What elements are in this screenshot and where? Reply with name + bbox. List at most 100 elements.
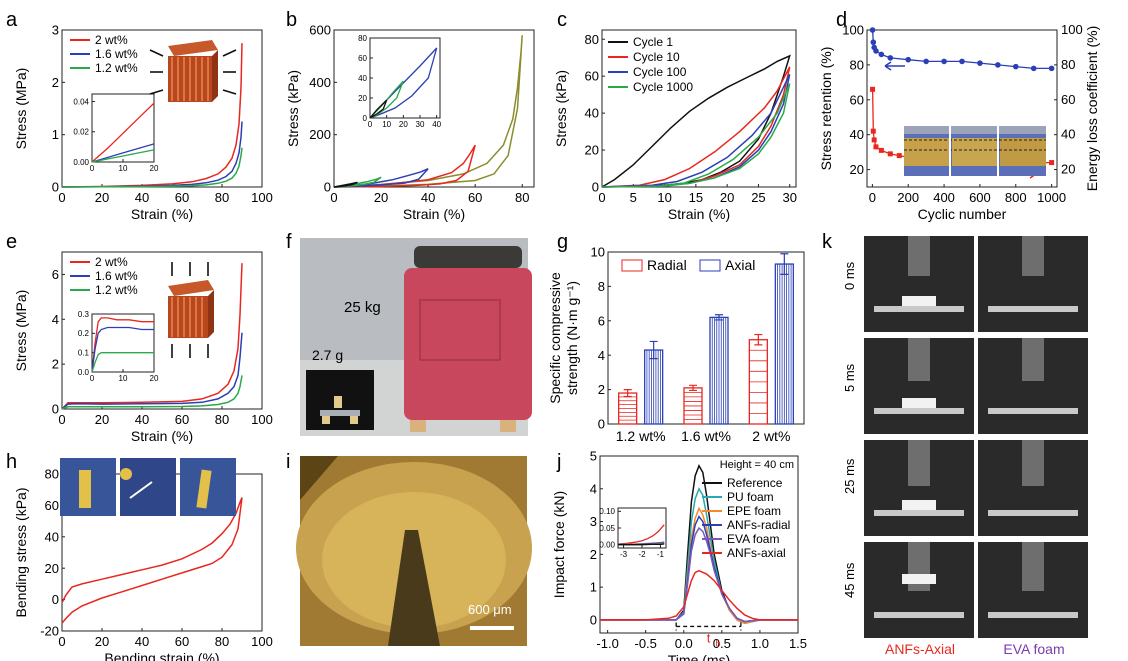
column-label-anfs: ANFs-Axial xyxy=(885,641,955,657)
panel-letter-i: i xyxy=(286,451,290,473)
d-x-tick-label: 400 xyxy=(933,190,955,205)
d-series-0-point xyxy=(869,27,876,33)
h-x-tick-label: 80 xyxy=(215,634,229,649)
a-inset-series-2-line xyxy=(91,149,155,163)
c-y-tick-label: 40 xyxy=(585,106,599,121)
d-series-1-point xyxy=(871,137,877,143)
a-x-tick-label: 60 xyxy=(175,190,189,205)
impact-frame-striker xyxy=(908,440,930,486)
j-x-tick-label: -1.0 xyxy=(596,636,618,651)
g-category-label: 1.2 wt% xyxy=(616,428,666,444)
d-x-tick-label: 800 xyxy=(1005,190,1027,205)
e-y-tick-label: 2 xyxy=(52,357,59,372)
j-inset-bg xyxy=(618,508,666,548)
d-y2-tick-label: 20 xyxy=(1061,162,1075,177)
scale-bar-label: 600 μm xyxy=(468,602,512,617)
j-tb-label: t xyxy=(707,630,711,645)
cube-axial-illustration xyxy=(168,262,214,358)
j-x-tick-label: -0.5 xyxy=(634,636,656,651)
b-inset-x-tick-label: 0 xyxy=(368,120,373,129)
b-y-tick-label: 0 xyxy=(324,180,331,195)
a-inset-series-1-line xyxy=(91,143,155,163)
bending-photo-strip xyxy=(60,458,236,516)
e-legend-label: 1.2 wt% xyxy=(95,283,138,297)
d-series-0-point xyxy=(878,51,885,58)
h-y-tick-label: 60 xyxy=(45,498,59,513)
d-series-1-point xyxy=(870,86,876,92)
h-series-0-line xyxy=(61,497,243,624)
d-x-tick-label: 200 xyxy=(897,190,919,205)
e-plot-frame xyxy=(61,251,263,410)
g-y-tick-label: 4 xyxy=(598,348,605,363)
b-series-2-line xyxy=(333,168,429,188)
impact-frame-striker xyxy=(1022,542,1044,591)
d-y2-tick-label: 40 xyxy=(1061,127,1075,142)
j-inset-y-tick-label: 0.05 xyxy=(599,524,615,533)
panel-letter-b: b xyxy=(286,9,297,31)
g-error-bar xyxy=(715,314,723,321)
a-y-tick-label: 1 xyxy=(52,127,59,142)
impact-frame-striker xyxy=(908,338,930,381)
panel-letter-c: c xyxy=(557,9,567,31)
j-series-5-line xyxy=(600,569,798,621)
j-inset-series-0-line xyxy=(617,524,665,545)
d-y2-tick-label: 60 xyxy=(1061,92,1075,107)
j-legend-label: ANFs-radial xyxy=(727,518,790,532)
h-x-tick-label: 20 xyxy=(95,634,109,649)
a-inset-x-tick-label: 0 xyxy=(90,164,95,173)
j-legend-label: PU foam xyxy=(727,490,774,504)
d-series-0-point xyxy=(941,58,947,65)
j-inset-y-tick-label: 0.10 xyxy=(599,507,615,516)
g-legend-label: Axial xyxy=(725,257,755,273)
e-y-tick-label: 0 xyxy=(52,402,59,417)
impact-frame-sample xyxy=(902,398,936,408)
d-y-tick-label: 20 xyxy=(850,162,864,177)
impact-frame-base xyxy=(988,510,1078,516)
e-series-0-line xyxy=(61,263,243,410)
e-inset-series-1-line xyxy=(91,326,154,373)
g-legend-swatch xyxy=(621,259,643,272)
h-y-tick-label: 40 xyxy=(45,529,59,544)
g-y-axis-label-line: strength (N·m g⁻¹) xyxy=(564,281,580,395)
b-x-tick-label: 80 xyxy=(515,190,529,205)
e-series-2-line xyxy=(61,375,243,410)
d-series-0-point xyxy=(873,48,879,54)
d-x-axis-label: Cyclic number xyxy=(918,206,1007,222)
impact-frame-labels: 0 ms 5 ms 25 ms 45 ms ANFs-Axial EVA foa… xyxy=(842,261,1065,657)
j-inset-y-tick-label: 0.00 xyxy=(599,540,615,549)
c-x-tick-label: 10 xyxy=(657,190,671,205)
j-inset-series-5-line xyxy=(618,543,665,546)
frame-time-1: 5 ms xyxy=(842,363,857,392)
d-series-1-point xyxy=(1049,160,1055,166)
chart-c-fatigue-cycles: 0 5 10 15 20 25 30 0 20 40 60 80 Strain (%) Stress (k… xyxy=(553,29,797,222)
d-series-0-point xyxy=(1048,65,1055,72)
impact-frame-base xyxy=(874,306,964,312)
j-legend-label: ANFs-axial xyxy=(727,546,786,560)
a-inset-y-tick-label: 0.00 xyxy=(73,158,89,167)
b-inset-x-tick-label: 20 xyxy=(399,120,408,129)
impact-frame-sample xyxy=(902,296,936,306)
e-series-1-line xyxy=(61,332,243,410)
impact-frame-striker xyxy=(1022,338,1044,381)
c-plot-frame xyxy=(601,29,797,188)
c-x-tick-label: 30 xyxy=(783,190,797,205)
c-series-3-line xyxy=(601,83,791,188)
d-x-tick-label: 600 xyxy=(969,190,991,205)
e-x-tick-label: 80 xyxy=(215,412,229,427)
b-inset-y-tick-label: 20 xyxy=(358,94,367,103)
b-y-axis-label: Stress (kPa) xyxy=(285,70,301,147)
c-x-axis-label: Strain (%) xyxy=(668,206,730,222)
h-y-tick-label: -20 xyxy=(40,624,59,639)
chart-g-specific-strength: 0 2 4 6 8 10 Specific compressive strength (N·m… xyxy=(547,245,805,444)
h-y-tick-label: 20 xyxy=(45,561,59,576)
j-y-tick-label: 5 xyxy=(590,449,597,464)
d-y-tick-label: 40 xyxy=(850,127,864,142)
d-y2-axis-label: Energy loss coefficient (%) xyxy=(1084,26,1100,191)
sample-weight-label: 2.7 g xyxy=(312,347,343,363)
j-y-tick-label: 1 xyxy=(590,580,597,595)
c-x-tick-label: 25 xyxy=(751,190,765,205)
g-legend-label: Radial xyxy=(647,257,687,273)
e-inset-x-tick-label: 0 xyxy=(90,374,95,383)
b-inset-x-tick-label: 10 xyxy=(382,120,391,129)
d-y2-tick-label: 80 xyxy=(1061,57,1075,72)
